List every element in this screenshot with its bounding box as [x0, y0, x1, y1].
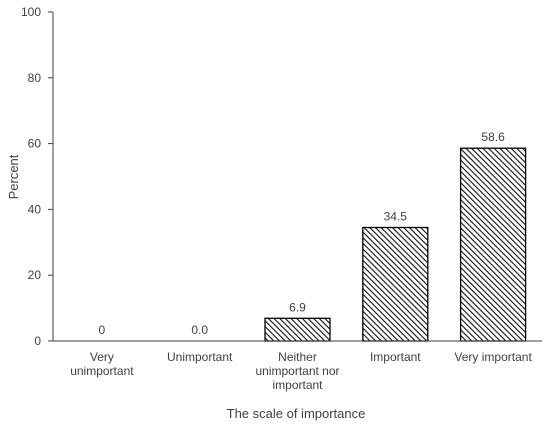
data-label: 0: [99, 323, 106, 337]
bar: [362, 226, 429, 342]
y-tick-label: 60: [28, 137, 42, 151]
x-tick-label: Very important: [454, 350, 532, 364]
x-axis: Very unimportant Unimportant Neither unimpor…: [53, 340, 542, 392]
y-tick-label: 40: [28, 202, 42, 216]
x-tick-label: Neither unimportant nor important: [255, 350, 339, 392]
y-tick-label: 20: [28, 268, 42, 282]
y-axis: 0 20 40 60 80 100: [21, 5, 54, 348]
x-tick-label: Unimportant: [167, 350, 233, 364]
data-label: 0.0: [191, 323, 208, 337]
y-axis-title: Percent: [6, 154, 21, 199]
y-tick-label: 80: [28, 71, 42, 85]
bars: 0 0.0 6.9 34.5 58.6: [99, 130, 527, 342]
data-label: 34.5: [384, 209, 408, 223]
y-tick-label: 0: [34, 334, 41, 348]
data-label: 6.9: [289, 300, 306, 314]
y-tick-label: 100: [21, 5, 41, 19]
bar: [264, 317, 331, 342]
x-tick-label: Very unimportant: [70, 350, 134, 378]
bar: [459, 147, 527, 342]
x-tick-label: Important: [370, 350, 421, 364]
x-axis-title: The scale of importance: [227, 406, 366, 421]
data-label: 58.6: [481, 130, 505, 144]
